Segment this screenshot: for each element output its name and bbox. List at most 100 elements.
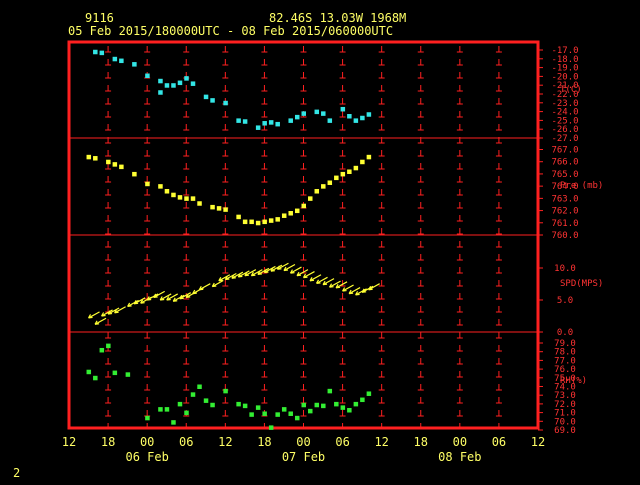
x-tick-label: 00 xyxy=(296,435,310,449)
pressure-point xyxy=(106,159,111,165)
y-tick-label: 766.0 xyxy=(551,158,578,168)
pressure-point xyxy=(93,156,98,161)
temperature-point xyxy=(275,121,280,127)
x-tick-label: 12 xyxy=(218,435,232,449)
humidity-point xyxy=(321,403,326,409)
temperature-point xyxy=(288,118,293,123)
y-tick-label: 70.0 xyxy=(554,417,576,427)
pressure-point xyxy=(275,217,280,222)
humidity-point xyxy=(255,405,261,410)
temperature-point xyxy=(242,119,248,124)
x-day-label: 07 Feb xyxy=(282,450,325,464)
pressure-point xyxy=(164,189,170,194)
temperature-point xyxy=(366,112,372,117)
wind-barb xyxy=(296,269,309,277)
pressure-point xyxy=(268,218,274,223)
wind-barb xyxy=(179,292,192,300)
y-tick-label: 762.0 xyxy=(551,207,578,217)
y-tick-label: 75.0 xyxy=(554,374,576,384)
wind-barb xyxy=(257,267,270,275)
wind-barb xyxy=(94,317,107,325)
pressure-point xyxy=(158,184,163,189)
temperature-point xyxy=(268,120,274,125)
temperature-point xyxy=(184,76,189,81)
wind-barb xyxy=(263,265,276,274)
wind-barb xyxy=(250,269,263,277)
pressure-point xyxy=(177,195,183,200)
humidity-point xyxy=(288,411,293,416)
humidity-point xyxy=(353,401,359,407)
temperature-point xyxy=(236,118,241,123)
pressure-point xyxy=(262,219,267,225)
wind-barb xyxy=(172,294,185,302)
humidity-point xyxy=(93,375,98,381)
humidity-point xyxy=(268,425,274,430)
pressure-point xyxy=(112,162,118,167)
humidity-point xyxy=(203,398,209,403)
y-axis-label: SPD(MPS) xyxy=(560,279,603,289)
humidity-point xyxy=(275,412,280,417)
humidity-point xyxy=(360,397,365,403)
temperature-point xyxy=(327,118,333,123)
y-tick-label: -23.0 xyxy=(551,99,578,109)
y-tick-label: -19.0 xyxy=(551,64,578,74)
wind-barb xyxy=(276,262,289,270)
pressure-point xyxy=(366,154,372,160)
pressure-point xyxy=(327,180,333,185)
y-tick-label: -27.0 xyxy=(551,134,578,144)
y-tick-label: 767.0 xyxy=(551,146,578,156)
temperature-point xyxy=(158,78,163,84)
temperature-point xyxy=(294,114,300,120)
temperature-point xyxy=(340,106,346,112)
humidity-point xyxy=(184,410,189,416)
y-tick-label: -26.0 xyxy=(551,125,578,135)
y-tick-label: 73.0 xyxy=(554,391,576,401)
y-tick-label: 765.0 xyxy=(551,170,578,180)
temperature-point xyxy=(112,56,118,62)
pressure-point xyxy=(190,196,196,201)
y-tick-label: 69.0 xyxy=(554,426,576,436)
x-tick-label: 12 xyxy=(531,435,545,449)
pressure-point xyxy=(171,192,176,198)
pressure-point xyxy=(321,184,326,189)
wind-barb xyxy=(218,274,231,282)
wind-barb xyxy=(302,271,315,279)
humidity-point xyxy=(177,401,183,407)
humidity-point xyxy=(281,407,287,412)
pressure-point xyxy=(288,211,293,216)
x-tick-label: 18 xyxy=(101,435,115,449)
wind-barb xyxy=(244,269,257,277)
humidity-point xyxy=(327,388,333,394)
pressure-point xyxy=(249,219,254,225)
temperature-point xyxy=(255,125,261,130)
wind-barb xyxy=(211,279,224,288)
time-range: 05 Feb 2015/180000UTC - 08 Feb 2015/0600… xyxy=(68,24,393,38)
x-day-label: 06 Feb xyxy=(125,450,168,464)
humidity-point xyxy=(249,412,254,417)
humidity-point xyxy=(106,343,111,349)
wind-barb xyxy=(329,280,341,288)
wind-barb xyxy=(289,266,302,274)
wind-barb xyxy=(127,299,139,307)
wind-barb xyxy=(270,264,283,272)
y-axis-label: T(C) xyxy=(560,85,582,95)
pressure-point xyxy=(340,171,346,177)
humidity-point xyxy=(164,407,170,412)
pressure-point xyxy=(145,181,150,187)
wind-barb xyxy=(153,290,165,299)
y-tick-label: 79.0 xyxy=(554,339,576,349)
temperature-point xyxy=(353,118,359,123)
temperature-point xyxy=(145,73,150,79)
y-tick-label: 77.0 xyxy=(554,356,576,366)
pressure-point xyxy=(314,189,320,194)
humidity-point xyxy=(334,401,339,407)
y-axes: -17.0-18.0-19.0-20.0-21.0-22.0-23.0-24.0… xyxy=(538,46,603,436)
x-axis: 12 18 00 06 12 18 00 06 12 18 00 06 12 06 Feb 07 Feb 08… xyxy=(62,435,545,464)
temperature-point xyxy=(99,50,105,56)
y-tick-label: 76.0 xyxy=(554,365,576,375)
wind-barb xyxy=(224,272,237,281)
wind-barb xyxy=(101,309,113,317)
pressure-point xyxy=(334,175,339,181)
humidity-point xyxy=(145,415,150,421)
pressure-point xyxy=(308,196,313,201)
